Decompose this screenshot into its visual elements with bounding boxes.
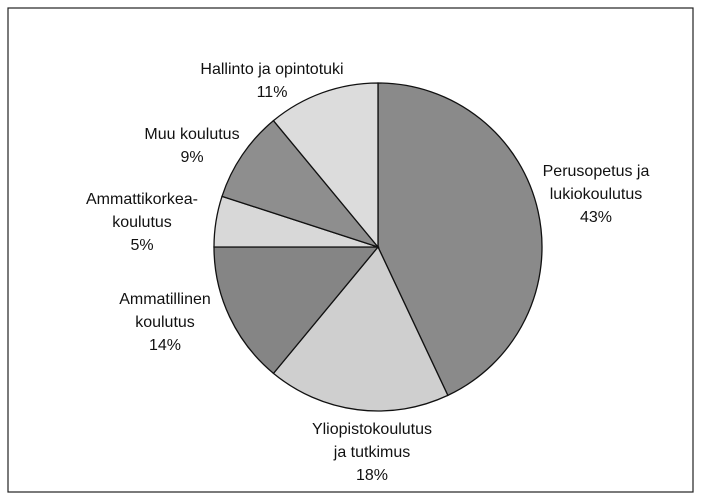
slice-label: Hallinto ja opintotuki	[200, 61, 343, 78]
pie-slice	[272, 82, 379, 249]
pie-slice	[221, 119, 380, 249]
slice-value-label: 18%	[356, 467, 388, 484]
slice-label: Perusopetus ja lukiokoulutus	[543, 163, 650, 203]
slice-value-label: 14%	[149, 337, 181, 354]
slice-label: Ammatillinen koulutus	[119, 291, 211, 331]
slice-value-label: 5%	[130, 237, 153, 254]
slice-label: Muu koulutus	[144, 126, 239, 143]
slice-value-label: 11%	[257, 84, 288, 101]
slice-label: Ammattikorkea-koulutus	[86, 191, 198, 231]
pie-slice	[377, 82, 543, 397]
slice-label: Yliopistokoulutus ja tutkimus	[312, 421, 432, 461]
frame	[7, 7, 694, 493]
slice-value-label: 9%	[180, 149, 203, 166]
slice-value-label: 43%	[580, 209, 612, 226]
pie-slice	[213, 246, 380, 375]
pie-slice	[272, 245, 449, 412]
